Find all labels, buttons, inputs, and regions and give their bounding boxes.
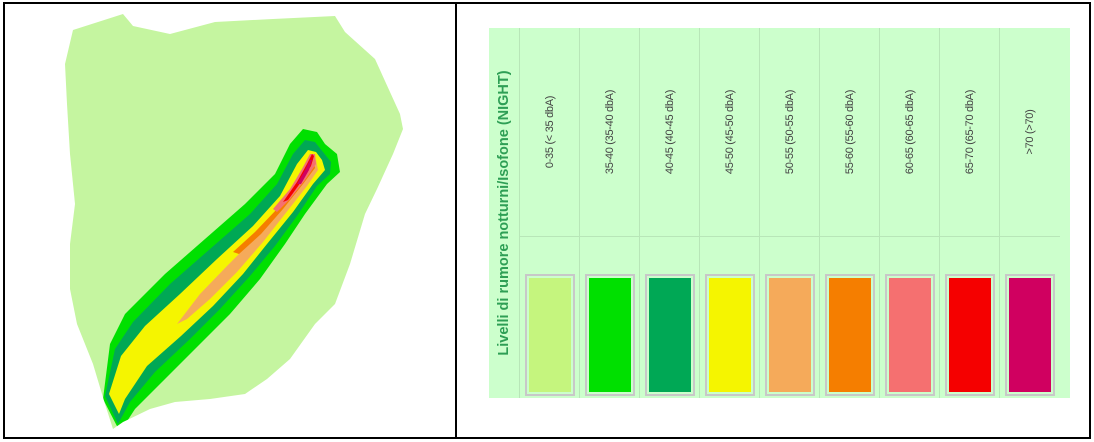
isophone-over-70 [297,160,312,184]
legend-title-cell: Livelli di rumore notturni/Isofone (NIGH… [489,28,519,398]
table-column-divider [455,2,457,439]
legend-color-swatch [1005,274,1055,396]
legend-item-label: 50-55 (50-55 dbA) [784,89,796,175]
legend-color-swatch [945,274,995,396]
legend-item: >70 (>70) [999,28,1060,398]
legend-item-label: 0-35 (< 35 dbA) [544,95,556,169]
legend-item: 40-45 (40-45 dbA) [639,28,700,398]
legend-item-label: 65-70 (65-70 dbA) [964,89,976,175]
legend-item: 50-55 (50-55 dbA) [759,28,820,398]
legend-item: 55-60 (55-60 dbA) [819,28,880,398]
legend-item: 65-70 (65-70 dbA) [939,28,1000,398]
table-frame [3,2,1091,439]
legend-item-label: 60-65 (60-65 dbA) [904,89,916,175]
legend-color-swatch [525,274,575,396]
legend-color-swatch [585,274,635,396]
legend-color-swatch [885,274,935,396]
legend-label-cell: 45-50 (45-50 dbA) [700,28,760,237]
legend-item: 0-35 (< 35 dbA) [519,28,580,398]
legend-item-label: >70 (>70) [1024,109,1036,155]
legend-label-cell: 35-40 (35-40 dbA) [580,28,640,237]
legend-label-cell: >70 (>70) [1000,28,1060,237]
isophone-bands [103,129,340,429]
isophone-65-70 [283,154,314,202]
noise-legend: Livelli di rumore notturni/Isofone (NIGH… [489,28,1070,398]
legend-item-label: 45-50 (45-50 dbA) [724,89,736,175]
legend-item-label: 35-40 (35-40 dbA) [604,89,616,175]
legend-item: 35-40 (35-40 dbA) [579,28,640,398]
legend-label-cell: 55-60 (55-60 dbA) [820,28,880,237]
legend-item-label: 55-60 (55-60 dbA) [844,89,856,175]
legend-color-swatch [825,274,875,396]
legend-title: Livelli di rumore notturni/Isofone (NIGH… [496,70,512,356]
legend-color-swatch [645,274,695,396]
legend-label-cell: 65-70 (65-70 dbA) [940,28,1000,237]
legend-label-cell: 40-45 (40-45 dbA) [640,28,700,237]
legend-color-swatch [765,274,815,396]
legend-color-swatch [705,274,755,396]
legend-label-cell: 0-35 (< 35 dbA) [520,28,580,237]
legend-label-cell: 60-65 (60-65 dbA) [880,28,940,237]
legend-item: 60-65 (60-65 dbA) [879,28,940,398]
legend-item: 45-50 (45-50 dbA) [699,28,760,398]
noise-map [65,14,403,429]
legend-label-cell: 50-55 (50-55 dbA) [760,28,820,237]
noise-map-cell [5,4,455,437]
legend-item-label: 40-45 (40-45 dbA) [664,89,676,175]
isophone-50-55 [177,156,318,324]
